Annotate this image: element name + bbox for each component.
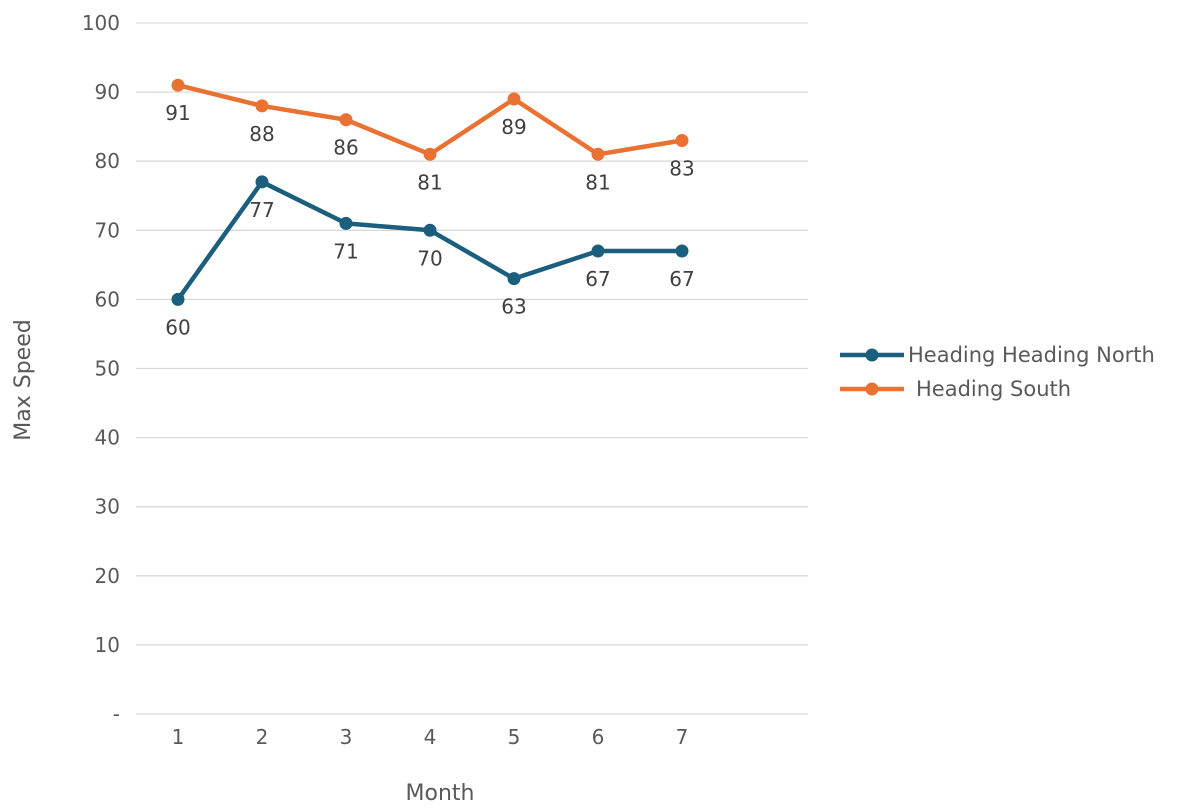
x-tick-label: 7 — [676, 725, 689, 749]
legend-entry-label: Heading Heading North — [908, 343, 1155, 367]
x-tick-label: 6 — [592, 725, 605, 749]
data-label: 67 — [585, 267, 610, 291]
data-point — [423, 147, 437, 161]
y-tick-label: 40 — [95, 426, 120, 450]
data-label: 70 — [417, 246, 442, 270]
data-label: 77 — [249, 198, 274, 222]
data-label: 60 — [165, 315, 190, 339]
data-point — [591, 147, 605, 161]
y-tick-label: 80 — [95, 149, 120, 173]
data-label: 88 — [249, 122, 274, 146]
data-label: 83 — [669, 156, 694, 180]
y-tick-label: 90 — [95, 80, 120, 104]
data-point — [171, 292, 185, 306]
data-label: 71 — [333, 239, 358, 263]
y-tick-label: 30 — [95, 495, 120, 519]
data-point — [339, 216, 353, 230]
data-point — [591, 244, 605, 258]
data-label: 81 — [585, 170, 610, 194]
data-labels: 60 77 71 70 63 67 67 91 88 86 81 89 81 83 — [165, 101, 694, 339]
x-tick-label: 5 — [508, 725, 521, 749]
data-label: 86 — [333, 136, 358, 160]
data-point — [675, 244, 689, 258]
y-tick-label: 20 — [95, 564, 120, 588]
y-axis-title: Max Speed — [11, 319, 36, 440]
x-axis-title: Month — [406, 781, 475, 806]
x-tick-label: 1 — [172, 725, 185, 749]
x-tick-label: 3 — [340, 725, 353, 749]
data-point — [423, 223, 437, 237]
data-point — [507, 92, 521, 106]
y-tick-label: 70 — [95, 218, 120, 242]
y-axis-ticks: - 10 20 30 40 50 60 70 80 90 100 — [82, 11, 120, 726]
data-label: 81 — [417, 170, 442, 194]
data-point — [171, 78, 185, 92]
data-point — [339, 113, 353, 127]
legend-swatch-marker — [865, 348, 879, 362]
data-point — [675, 133, 689, 147]
data-point — [255, 175, 269, 189]
legend-swatch-marker — [865, 382, 879, 396]
legend: Heading Heading North Heading South — [840, 343, 1155, 401]
y-tick-label: 60 — [95, 287, 120, 311]
data-point — [255, 99, 269, 113]
data-label: 67 — [669, 267, 694, 291]
y-tick-label: 10 — [95, 633, 120, 657]
data-point — [507, 272, 521, 286]
x-axis-ticks: 1 2 3 4 5 6 7 — [172, 725, 689, 749]
data-label: 89 — [501, 115, 526, 139]
x-tick-label: 4 — [424, 725, 437, 749]
legend-entry-label: Heading South — [916, 377, 1071, 401]
x-tick-label: 2 — [256, 725, 269, 749]
y-tick-label: 50 — [95, 357, 120, 381]
data-label: 91 — [165, 101, 190, 125]
y-tick-label: - — [113, 702, 120, 726]
series-layer — [171, 78, 689, 306]
y-tick-label: 100 — [82, 11, 120, 35]
data-label: 63 — [501, 295, 526, 319]
gridlines — [136, 22, 808, 715]
